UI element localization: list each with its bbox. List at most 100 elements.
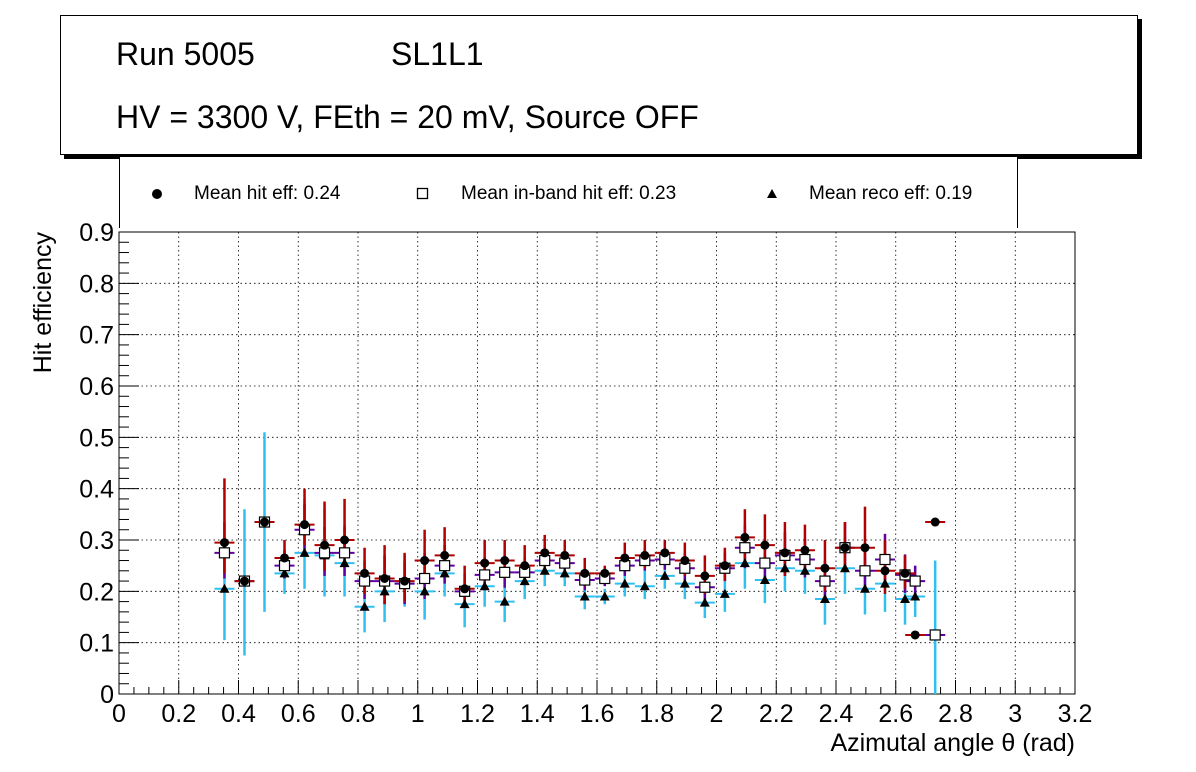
hit-eff-point <box>340 535 350 545</box>
reco-eff-point <box>359 601 370 611</box>
reco-eff-point <box>499 596 510 606</box>
inband-eff-point <box>218 547 231 559</box>
hit-eff-point <box>600 568 610 578</box>
hit-eff-point <box>259 517 269 527</box>
hit-eff-point <box>480 558 490 568</box>
reco-eff-point <box>219 583 230 593</box>
reco-eff-point <box>299 547 310 557</box>
inband-eff-point <box>499 566 511 578</box>
reco-eff-point <box>439 568 450 578</box>
hit-eff-point <box>560 550 570 560</box>
y-tick-label: 0.4 <box>79 476 114 504</box>
inband-eff-point <box>338 547 351 559</box>
hit-eff-point <box>700 571 710 581</box>
reco-eff-point <box>379 586 390 596</box>
reco-eff-point <box>599 591 610 601</box>
hit-eff-point <box>640 550 650 560</box>
reco-eff-point <box>539 565 550 575</box>
reco-eff-point <box>619 578 630 588</box>
run-label: Run 5005 <box>116 36 255 72</box>
hit-eff-point <box>580 568 590 578</box>
reco-eff-point <box>910 591 921 601</box>
hit-eff-point <box>660 548 670 558</box>
hit-eff-point <box>910 630 920 640</box>
reco-eff-point <box>719 588 730 598</box>
hit-eff-point <box>440 550 450 560</box>
reco-eff-point <box>859 583 870 593</box>
x-tick-label: 3 <box>1008 700 1022 728</box>
reco-eff-point <box>799 565 810 575</box>
x-tick-label: 1.8 <box>639 700 674 728</box>
x-axis-label: Azimutal angle θ (rad) <box>830 729 1075 757</box>
x-tick-label: 0.6 <box>281 700 316 728</box>
inband-eff-point <box>859 565 871 577</box>
legend-marker-filled-circle <box>152 189 162 199</box>
x-tick-label: 1 <box>411 700 425 728</box>
inband-eff-point <box>419 572 431 585</box>
reco-eff-point <box>679 578 690 588</box>
y-tick-label: 0.3 <box>79 527 114 555</box>
legend-label-hit: Mean hit eff: 0.24 <box>194 183 341 204</box>
y-tick-label: 0.8 <box>79 270 114 298</box>
reco-eff-point <box>819 594 830 604</box>
x-tick-label: 2.2 <box>759 700 794 728</box>
hit-eff-point <box>760 540 770 550</box>
reco-eff-point <box>519 576 530 586</box>
y-axis-label: Hit efficiency <box>29 232 57 374</box>
layer-label: SL1L1 <box>391 36 484 72</box>
reco-eff-point <box>339 558 350 568</box>
hit-eff-point <box>840 543 850 553</box>
inband-eff-point <box>909 575 921 587</box>
x-tick-label: 3.2 <box>1058 700 1093 728</box>
inband-eff-point <box>799 553 811 566</box>
y-tick-label: 0.7 <box>79 322 114 350</box>
inband-eff-point <box>879 553 891 566</box>
inband-eff-point <box>439 560 451 572</box>
hit-eff-point <box>300 520 310 530</box>
x-tick-label: 1.4 <box>520 700 555 728</box>
legend-marker-open-square <box>416 187 429 200</box>
title-box: Run 5005 SL1L1 HV = 3300 V, FEth = 20 mV… <box>60 15 1138 155</box>
hit-eff-point <box>239 576 249 586</box>
legend-label-inband: Mean in-band hit eff: 0.23 <box>461 183 677 204</box>
hit-eff-point <box>360 568 370 578</box>
hit-eff-point <box>380 574 390 583</box>
legend-label-reco: Mean reco eff: 0.19 <box>809 183 973 204</box>
hit-eff-point <box>800 545 810 555</box>
hit-eff-point <box>400 576 410 586</box>
reco-eff-point <box>839 563 850 573</box>
hit-eff-point <box>320 540 330 550</box>
hit-eff-point <box>720 561 730 571</box>
hit-eff-point <box>780 548 790 558</box>
hit-eff-point <box>680 556 690 566</box>
hit-eff-point <box>620 553 630 563</box>
reco-eff-point <box>639 581 650 591</box>
y-tick-label: 0.1 <box>79 630 114 658</box>
x-tick-label: 2.6 <box>878 700 913 728</box>
x-tick-label: 0.8 <box>341 700 376 728</box>
y-tick-label: 0.6 <box>79 373 114 401</box>
y-tick-label: 0.2 <box>79 578 114 606</box>
legend-marker-filled-triangle <box>767 189 777 198</box>
reco-eff-point <box>739 558 750 568</box>
y-tick-label: 0.9 <box>79 219 114 247</box>
reco-eff-point <box>759 575 770 585</box>
inband-eff-point <box>739 542 751 554</box>
reco-eff-point <box>419 586 430 596</box>
hit-eff-point <box>740 532 750 542</box>
reco-eff-point <box>279 568 290 578</box>
reco-eff-point <box>579 591 590 601</box>
inband-eff-point <box>759 557 771 569</box>
reco-eff-point <box>699 597 710 607</box>
data-markers <box>218 516 941 641</box>
reco-eff-point <box>459 599 470 609</box>
reco-eff-point <box>559 568 570 578</box>
x-tick-label: 0 <box>112 700 126 728</box>
hit-eff-point <box>900 568 910 578</box>
hit-eff-point <box>219 538 229 548</box>
y-tick-label: 0 <box>100 681 114 709</box>
hit-eff-point <box>280 553 290 563</box>
x-tick-label: 2.8 <box>938 700 973 728</box>
hit-eff-point <box>880 566 890 576</box>
